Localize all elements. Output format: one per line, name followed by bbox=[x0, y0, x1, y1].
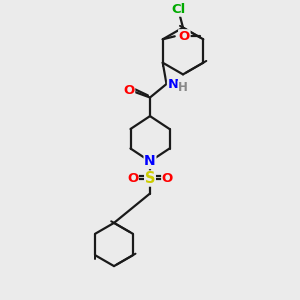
Text: O: O bbox=[179, 30, 190, 43]
Text: H: H bbox=[178, 81, 188, 94]
Text: S: S bbox=[145, 171, 155, 186]
Text: Cl: Cl bbox=[171, 3, 186, 16]
Text: O: O bbox=[123, 83, 135, 97]
Text: O: O bbox=[162, 172, 173, 185]
Text: N: N bbox=[167, 77, 179, 91]
Text: O: O bbox=[127, 172, 138, 185]
Text: N: N bbox=[144, 154, 156, 168]
